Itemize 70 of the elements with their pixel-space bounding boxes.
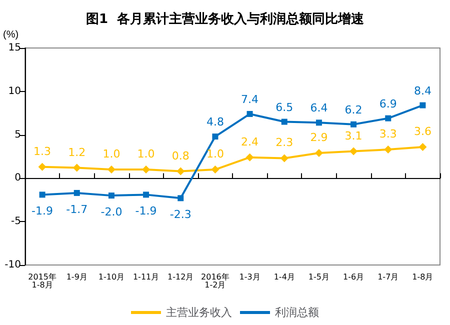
point — [384, 146, 392, 154]
x-tick-label: 2015年 1-8月 — [28, 272, 56, 290]
x-tick-label: 2016年 1-2月 — [201, 272, 230, 290]
x-tick-label: 1-6月 — [343, 272, 364, 282]
point — [72, 164, 81, 172]
x-tick-label: 1-8月 — [412, 272, 434, 282]
data-label: 3.1 — [344, 129, 362, 142]
point — [420, 102, 426, 108]
data-label: -2.3 — [170, 208, 192, 222]
point — [212, 134, 218, 140]
point — [316, 120, 322, 126]
data-label: 8.4 — [414, 84, 432, 98]
point — [350, 121, 357, 128]
point — [211, 166, 220, 174]
data-label: 6.5 — [276, 100, 294, 114]
data-label: -2.0 — [100, 206, 122, 219]
y-tick-label: -5 — [11, 216, 21, 228]
x-tick-label: 1-9月 — [66, 272, 88, 282]
point — [107, 166, 116, 174]
y-tick-label: 10 — [8, 86, 21, 97]
point — [350, 147, 358, 156]
point — [281, 118, 288, 125]
data-label: -1.7 — [66, 202, 88, 216]
data-label: 3.6 — [414, 124, 432, 138]
data-label: 1.0 — [206, 148, 224, 161]
data-label: 0.8 — [172, 149, 190, 162]
data-label: -1.9 — [32, 204, 54, 218]
data-label: 3.3 — [379, 128, 397, 141]
y-tick-label: -10 — [4, 260, 21, 270]
x-tick-label: 1-5月 — [308, 272, 330, 282]
data-label: 1.0 — [137, 148, 155, 161]
x-tick-label: 1-12月 — [168, 272, 194, 282]
point — [108, 192, 114, 199]
point — [74, 190, 80, 196]
data-label: 2.4 — [241, 135, 259, 148]
data-label: 1.0 — [102, 148, 120, 161]
point — [178, 195, 184, 202]
x-tick-label: 1-11月 — [132, 272, 160, 282]
data-label: 1.2 — [68, 146, 86, 159]
point — [418, 142, 427, 151]
data-label: 2.3 — [276, 136, 294, 150]
data-label: -1.9 — [135, 204, 157, 218]
x-tick-label: 1-4月 — [274, 272, 295, 282]
x-tick-label: 1-7月 — [378, 272, 399, 282]
y-tick-label: 5 — [14, 129, 21, 140]
point — [314, 149, 323, 158]
point — [39, 192, 46, 198]
point — [143, 192, 150, 198]
point — [385, 115, 392, 122]
x-tick-label: 1-10月 — [98, 272, 125, 282]
x-tick-label: 1-3月 — [239, 272, 260, 282]
data-label: 4.8 — [206, 116, 224, 129]
point — [246, 110, 253, 117]
legend-label: 利润总额 — [275, 306, 319, 319]
y-tick-label: 15 — [8, 42, 21, 54]
y-axis-title: (%) — [3, 30, 19, 40]
y-tick-label: 0 — [14, 172, 21, 184]
legend-label: 主营业务收入 — [166, 306, 232, 319]
data-label: 6.9 — [379, 97, 397, 110]
data-label: 6.4 — [310, 102, 328, 115]
data-label: 6.2 — [344, 103, 362, 116]
chart-title: 图1 各月累计主营业务收入与利润总额同比增速 — [86, 11, 366, 27]
point — [38, 162, 46, 171]
point — [280, 154, 288, 162]
data-label: 2.9 — [310, 131, 328, 144]
point — [142, 166, 150, 174]
point — [246, 153, 254, 162]
data-label: 7.4 — [241, 92, 259, 106]
point — [176, 167, 185, 176]
data-label: 1.3 — [34, 144, 52, 158]
